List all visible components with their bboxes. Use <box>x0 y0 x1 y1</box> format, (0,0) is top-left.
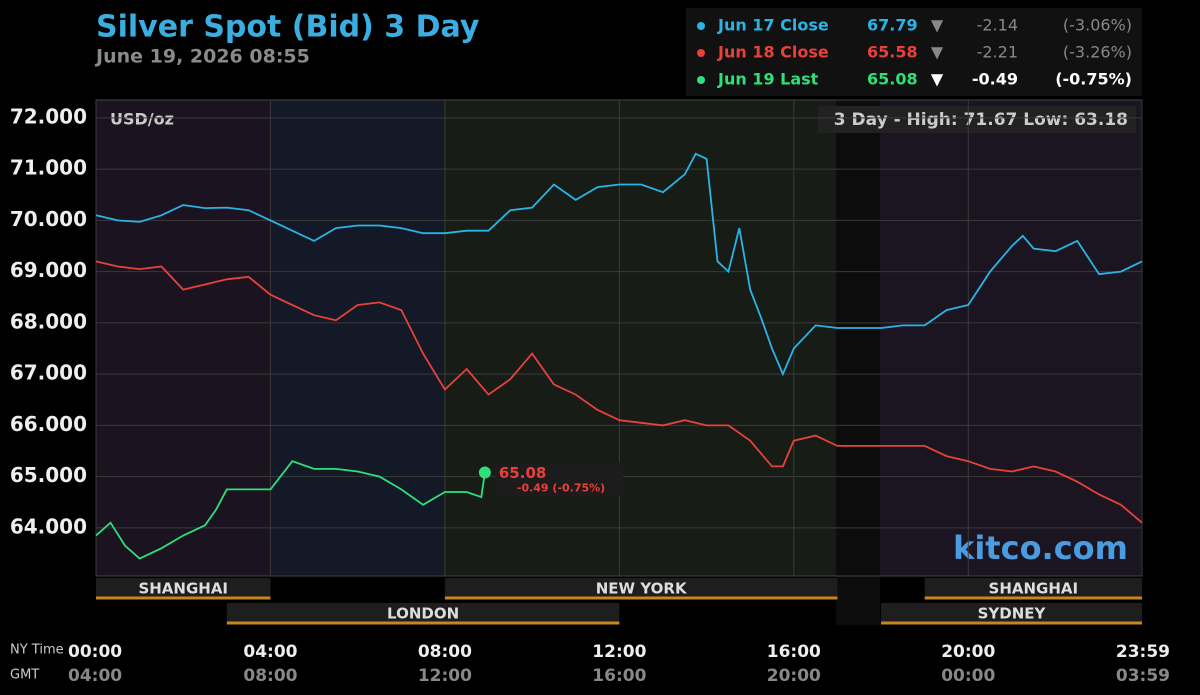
y-tick-label: 69.000 <box>10 258 87 282</box>
x-tick-label: 16:00 <box>767 642 821 662</box>
session-label: SHANGHAI <box>138 580 228 598</box>
session-bar <box>96 578 271 598</box>
y-tick-label: 65.000 <box>10 463 87 487</box>
legend-change: -2.14 <box>977 16 1018 35</box>
x-tick-label: 12:00 <box>592 642 646 662</box>
range-note: 3 Day - High: 71.67 Low: 63.18 <box>834 110 1128 130</box>
legend-arrow: ▼ <box>931 16 944 35</box>
x2-tick-label: 12:00 <box>418 666 472 686</box>
y-tick-label: 71.000 <box>10 156 87 180</box>
subtitle: June 19, 2026 08:55 <box>94 46 310 68</box>
zone-shade <box>880 100 1142 576</box>
legend-label: Jun 17 Close <box>717 16 829 35</box>
watermark: kitco.com <box>953 529 1128 567</box>
chart-title: Silver Spot (Bid) 3 Day <box>96 10 480 45</box>
session-label: SHANGHAI <box>989 580 1079 598</box>
x-tick-label: 04:00 <box>243 642 297 662</box>
y-tick-label: 67.000 <box>10 361 87 385</box>
zone-shade <box>96 100 270 576</box>
x-tick-label: 00:00 <box>68 642 122 662</box>
legend-dot <box>697 22 705 30</box>
zone-shade <box>270 100 444 576</box>
y-tick-label: 72.000 <box>10 104 87 128</box>
session-label: NEW YORK <box>596 580 688 598</box>
session-bar <box>226 603 620 623</box>
legend-change: -0.49 <box>972 70 1018 89</box>
legend-arrow: ▼ <box>931 43 944 62</box>
x2-axis-label: GMT <box>10 668 39 683</box>
legend-change-pct: (-0.75%) <box>1055 70 1132 89</box>
y-tick-label: 70.000 <box>10 207 87 231</box>
x2-tick-label: 04:00 <box>68 666 122 686</box>
legend-value: 65.08 <box>867 70 918 89</box>
series-line <box>95 260 1143 524</box>
session-bar <box>881 603 1142 623</box>
x-tick-label: 08:00 <box>418 642 472 662</box>
legend-arrow: ▼ <box>931 70 944 89</box>
y-tick-label: 68.000 <box>10 309 87 333</box>
annotation-change: -0.49 (-0.75%) <box>517 481 605 494</box>
x2-tick-label: 16:00 <box>592 666 646 686</box>
legend-label: Jun 19 Last <box>717 70 819 89</box>
y-tick-label: 64.000 <box>10 514 87 538</box>
annotation-value: 65.08 <box>499 464 546 482</box>
x2-tick-label: 08:00 <box>243 666 297 686</box>
legend-change: -2.21 <box>977 43 1018 62</box>
session-label: LONDON <box>387 605 459 623</box>
legend-value: 65.58 <box>867 43 918 62</box>
session-bar <box>444 578 838 598</box>
y-tick-label: 66.000 <box>10 412 87 436</box>
legend-change-pct: (-3.06%) <box>1063 16 1132 35</box>
series-line <box>95 460 486 560</box>
x2-tick-label: 03:59 <box>1116 666 1170 686</box>
x-axis-label: NY Time <box>10 643 64 658</box>
y-axis-label: USD/oz <box>110 110 174 129</box>
session-bar <box>924 578 1142 598</box>
annotation-box <box>494 462 623 497</box>
x-tick-label: 20:00 <box>941 642 995 662</box>
legend-dot <box>697 49 705 57</box>
legend-value: 67.79 <box>867 16 918 35</box>
series-line <box>95 152 1143 377</box>
session-label: SYDNEY <box>978 605 1047 623</box>
zone-shade <box>444 100 836 576</box>
range-box <box>818 106 1136 133</box>
legend-box <box>686 8 1142 96</box>
legend-label: Jun 18 Close <box>717 43 829 62</box>
x-tick-label: 23:59 <box>1116 642 1170 662</box>
zone-shade <box>836 100 880 625</box>
last-point <box>478 466 491 479</box>
x2-tick-label: 20:00 <box>767 666 821 686</box>
x2-tick-label: 00:00 <box>941 666 995 686</box>
legend-dot <box>697 76 705 84</box>
legend-change-pct: (-3.26%) <box>1063 43 1132 62</box>
